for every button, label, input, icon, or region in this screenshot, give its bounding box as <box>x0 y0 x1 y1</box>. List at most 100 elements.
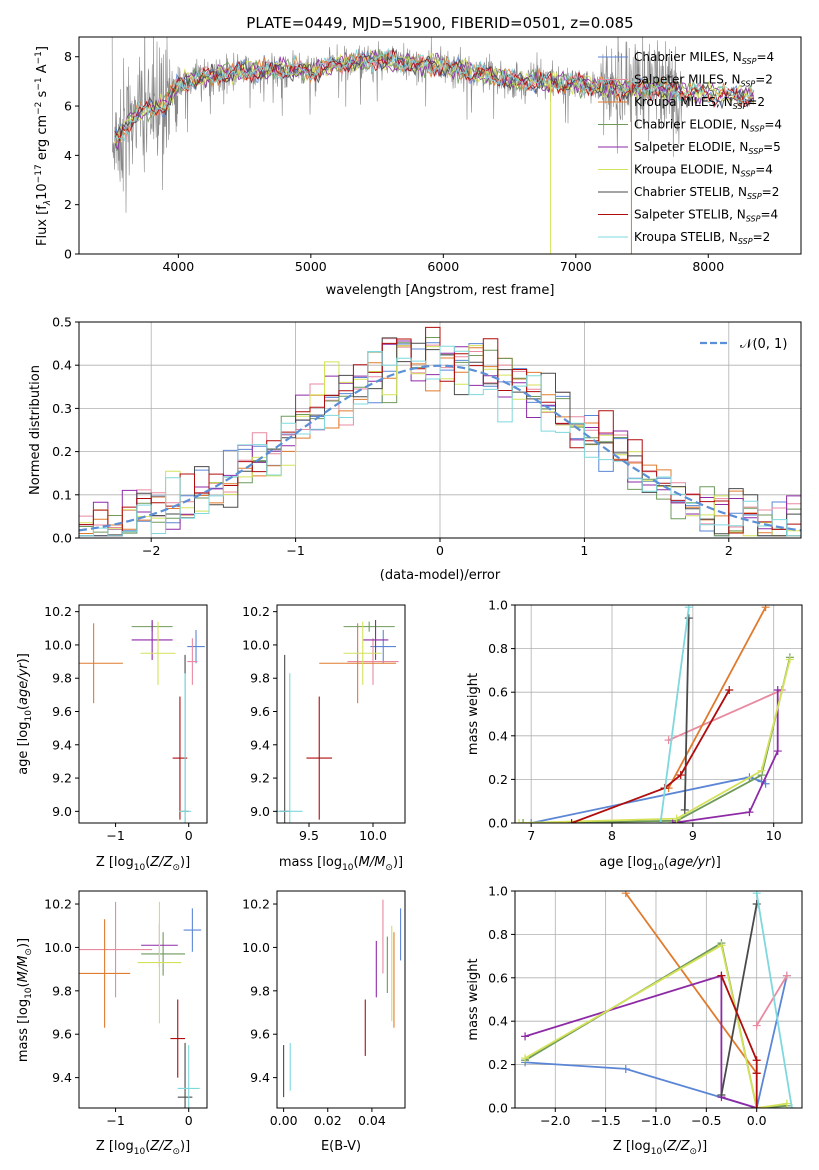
mass-vs-EBV-xlabel: E(B-V) <box>321 1139 361 1154</box>
weight-vs-age-ytick-label: 0.0 <box>488 816 508 831</box>
age-vs-Z-ytick-label: 9.0 <box>52 804 72 819</box>
mass-vs-Z-panel: −1 0 9.4 9.6 9.8 10.0 10.2 Z [log10(Z/Z⊙)] mass … <box>16 890 208 1157</box>
weight-series-line <box>625 892 758 1074</box>
weight-series-marker <box>745 808 754 817</box>
mass-vs-EBV-frame <box>276 890 406 1109</box>
mass-vs-EBV-xtick-label: 0.00 <box>270 1113 298 1128</box>
legend-label: Chabrier ELODIE, NSSP=4 <box>634 118 782 134</box>
spectrum-model-line <box>114 47 755 141</box>
mass-vs-EBV-ytick-label: 10.2 <box>242 897 270 912</box>
weight-series-marker <box>773 686 782 695</box>
figure-title: PLATE=0449, MJD=51900, FIBERID=0501, z=0… <box>246 14 633 32</box>
weight-series-marker <box>668 819 677 823</box>
mass-vs-Z-xlabel: Z [log10(Z/Z⊙)] <box>96 1139 190 1157</box>
weight-series-marker <box>717 941 726 950</box>
weight-series-line <box>518 659 791 823</box>
residuals-xtick-label: −1 <box>286 543 304 558</box>
mass-vs-Z-ytick-label: 10.2 <box>44 897 72 912</box>
weight-series-line <box>525 975 788 1108</box>
age-vs-mass-ytick-label: 9.4 <box>250 737 270 752</box>
age-vs-Z-ytick-label: 9.6 <box>52 704 72 719</box>
residuals-xtick-label: 1 <box>580 543 588 558</box>
weight-vs-age-xlabel: age [log10(age/yr)] <box>599 855 721 873</box>
weight-vs-Z-xtick-label: −1.5 <box>590 1113 620 1128</box>
weight-series-marker <box>782 971 791 980</box>
weight-series-marker <box>717 971 726 980</box>
age-vs-Z-xtick-label: −1 <box>106 828 124 843</box>
spectrum-xtick-label: 7000 <box>560 259 592 274</box>
weight-vs-age-frame <box>514 604 803 824</box>
residuals-xtick-label: 2 <box>725 543 733 558</box>
weight-vs-age-xtick-label: 9 <box>689 828 697 843</box>
age-vs-Z-ytick-label: 9.8 <box>52 671 72 686</box>
residuals-ytick-label: 0.5 <box>52 315 72 330</box>
histogram-series <box>79 345 801 537</box>
residuals-xlabel: (data-model)/error <box>380 568 501 583</box>
age-vs-Z-ytick-label: 10.0 <box>44 637 72 652</box>
weight-vs-Z-ytick-label: 0.0 <box>488 1101 508 1116</box>
spectrum-xtick-label: 8000 <box>692 259 724 274</box>
weight-series-marker <box>672 814 681 823</box>
legend-label: Kroupa MILES, NSSP=2 <box>634 95 765 111</box>
residuals-panel: −2 −1 0 1 2 0.0 0.1 0.2 0.3 0.4 0.5 𝒩(0, 1) (data-mo… <box>28 315 802 583</box>
weight-vs-Z-xtick-label: −1.0 <box>641 1113 671 1128</box>
mass-vs-EBV-ytick-label: 9.8 <box>250 983 270 998</box>
weight-series-line <box>668 689 783 742</box>
spectrum-xlabel: wavelength [Angstrom, rest frame] <box>326 283 555 298</box>
weight-vs-Z-ytick-label: 0.8 <box>488 927 508 942</box>
legend-label: Salpeter ELODIE, NSSP=5 <box>634 140 781 156</box>
spectrum-xtick-label: 6000 <box>427 259 459 274</box>
residuals-ytick-label: 0.3 <box>52 401 72 416</box>
weight-series-line <box>524 974 757 1108</box>
weight-series-marker <box>752 891 761 898</box>
weight-series-line <box>755 893 793 1108</box>
legend-label: Chabrier MILES, NSSP=4 <box>634 50 774 66</box>
age-vs-Z-xtick-label: 0 <box>185 828 193 843</box>
age-vs-mass-ytick-label: 9.8 <box>250 671 270 686</box>
weight-vs-age-ytick-label: 0.6 <box>488 685 508 700</box>
weight-series-marker <box>752 1104 761 1108</box>
spectrum-model-line <box>114 49 755 149</box>
mass-vs-EBV-panel: 0.00 0.02 0.04 9.4 9.6 9.8 10.0 10.2 E(B-V) <box>242 890 406 1154</box>
mass-vs-EBV-xtick-label: 0.04 <box>358 1113 386 1128</box>
weight-series-line <box>659 607 690 823</box>
weight-vs-Z-frame <box>514 890 803 1109</box>
weight-series-line <box>720 975 758 1108</box>
spectrum-model-line <box>114 48 755 151</box>
weight-series-marker <box>621 1064 630 1073</box>
age-vs-mass-xlabel: mass [log10(M/M⊙)] <box>279 855 403 873</box>
weight-vs-Z-xtick-label: −0.5 <box>691 1113 721 1128</box>
weight-series-line <box>755 975 788 1026</box>
legend-label: Salpeter STELIB, NSSP=4 <box>634 208 778 224</box>
spectrum-ytick-label: 0 <box>64 247 72 262</box>
age-vs-mass-panel: 9.5 10.0 9.0 9.2 9.4 9.6 9.8 10.0 10.2 mass [log1… <box>242 604 406 873</box>
weight-series-line <box>672 690 779 823</box>
spectrum-ylabel: Flux [fλ10−17 erg cm−2 s−1 A−1] <box>34 46 53 246</box>
legend-label: Chabrier STELIB, NSSP=2 <box>634 185 779 201</box>
weight-series-line <box>720 903 758 1096</box>
weight-series-marker <box>785 655 794 664</box>
residuals-plot-area <box>79 322 801 538</box>
residuals-ytick-label: 0.2 <box>52 444 72 459</box>
mass-vs-Z-ytick-label: 10.0 <box>44 940 72 955</box>
weight-series-marker <box>656 819 665 823</box>
age-vs-Z-ytick-label: 9.2 <box>52 771 72 786</box>
mass-vs-Z-xtick-label: −1 <box>106 1113 124 1128</box>
weight-vs-age-ytick-label: 0.8 <box>488 641 508 656</box>
mass-vs-Z-plot-area <box>79 901 202 1108</box>
spectrum-panel: 4000 5000 6000 7000 8000 0 2 4 6 8 Chabrier MILES,… <box>34 36 802 298</box>
weight-series-line <box>571 689 730 823</box>
age-vs-mass-ytick-label: 10.2 <box>242 604 270 619</box>
mass-vs-Z-frame <box>78 890 208 1109</box>
weight-series-marker <box>752 1056 761 1065</box>
weight-series-marker <box>680 805 689 814</box>
spectrum-xtick-label: 4000 <box>162 259 194 274</box>
legend-label: Kroupa ELODIE, NSSP=4 <box>634 163 773 179</box>
mass-vs-Z-ytick-label: 9.4 <box>52 1070 72 1085</box>
weight-vs-age-xtick-label: 7 <box>527 828 535 843</box>
weight-vs-age-xtick-label: 10 <box>766 828 782 843</box>
weight-vs-Z-plot-area <box>515 891 802 1108</box>
weight-series-line <box>667 606 767 789</box>
weight-vs-Z-ytick-label: 0.4 <box>488 1014 508 1029</box>
age-vs-mass-plot-area <box>277 619 399 823</box>
